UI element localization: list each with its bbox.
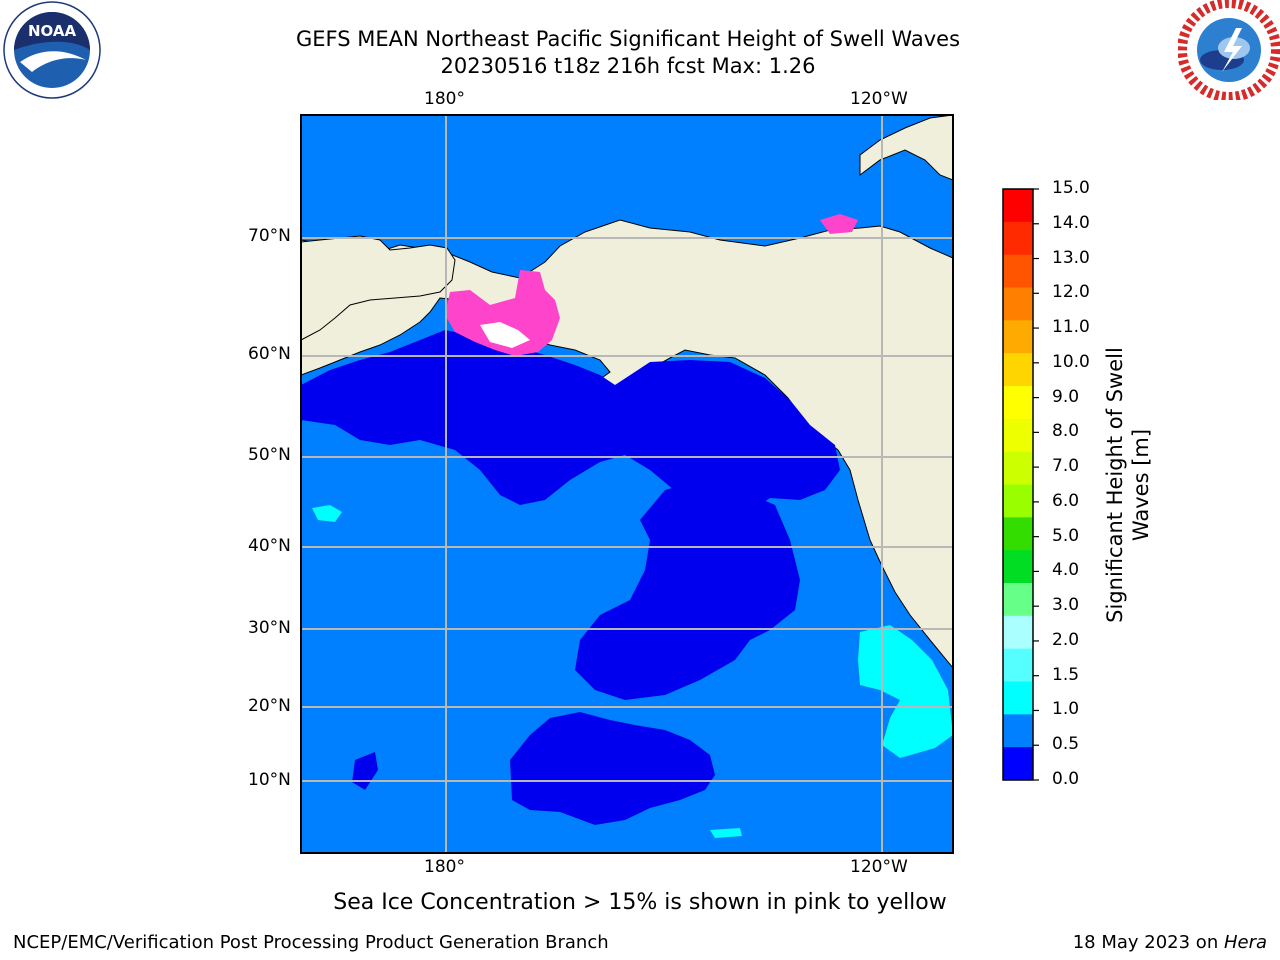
noaa-logo: NOAA (3, 1, 101, 99)
colorbar-segment (1003, 287, 1033, 321)
sea-ice-note: Sea Ice Concentration > 15% is shown in … (333, 890, 947, 915)
colorbar-tick-label: 8.0 (1052, 421, 1080, 442)
colorbar-tick-label: 5.0 (1052, 525, 1080, 546)
lon-label-bottom-120w: 120°W (850, 857, 908, 877)
lon-label-bottom-180: 180° (424, 857, 465, 877)
lat-label-50n: 50°N (248, 445, 291, 465)
colorbar-title: Significant Height of Swell Waves [m] (1103, 347, 1153, 623)
colorbar-segment (1003, 254, 1033, 288)
footer-branch: NCEP/EMC/Verification Post Processing Pr… (13, 932, 609, 953)
lat-label-30n: 30°N (248, 618, 291, 638)
colorbar-segment (1003, 418, 1033, 453)
colorbar-segment (1003, 353, 1033, 387)
lon-label-top-120w: 120°W (850, 89, 908, 109)
sea-ice-bering-core (480, 322, 530, 348)
colorbar-segment (1003, 189, 1033, 223)
colorbar-tick-label: 0.5 (1052, 734, 1080, 755)
colorbar-segment (1003, 484, 1033, 518)
colorbar-frame (1002, 188, 1034, 781)
lon-label-top-180: 180° (424, 89, 465, 109)
lat-label-20n: 20°N (248, 696, 291, 716)
colorbar-tick-label: 7.0 (1052, 456, 1080, 477)
low-swell-south (510, 712, 715, 825)
footer-date: 18 May 2023 on Hera (1073, 932, 1267, 953)
colorbar-tick-label: 11.0 (1052, 317, 1090, 338)
lat-label-40n: 40°N (248, 536, 291, 556)
colorbar-tick-label: 4.0 (1052, 560, 1080, 581)
map-frame (300, 114, 954, 854)
colorbar-tick-label: 0.0 (1052, 769, 1080, 789)
mid-swell-south (710, 828, 742, 838)
lat-label-70n: 70°N (248, 226, 291, 246)
colorbar-tick-label: 3.0 (1052, 595, 1080, 616)
colorbar-tick-label: 2.0 (1052, 629, 1080, 650)
nws-logo (1178, 0, 1280, 100)
sea-ice-arctic (820, 214, 858, 234)
colorbar-segment (1003, 550, 1033, 584)
mid-swell-west (312, 505, 342, 522)
footer-date-text: 18 May 2023 on (1072, 932, 1224, 953)
chart-title: GEFS MEAN Northeast Pacific Significant … (295, 27, 961, 51)
colorbar-tick-label: 13.0 (1052, 247, 1090, 268)
colorbar-segment (1003, 714, 1033, 748)
colorbar-segment (1003, 517, 1033, 551)
colorbar-segment (1003, 386, 1033, 420)
colorbar-tick-label: 12.0 (1052, 282, 1090, 303)
colorbar-tick-label: 10.0 (1052, 351, 1090, 372)
lat-label-60n: 60°N (248, 344, 291, 364)
footer-machine: Hera (1223, 932, 1267, 953)
colorbar-segment (1003, 320, 1033, 354)
low-swell-central (575, 480, 800, 700)
colorbar-tick-label: 15.0 (1052, 178, 1090, 198)
colorbar-segment (1003, 648, 1033, 682)
colorbar-segment (1003, 681, 1033, 715)
lat-label-10n: 10°N (248, 770, 291, 790)
colorbar-tick-label: 14.0 (1052, 212, 1090, 233)
noaa-logo-text: NOAA (28, 22, 77, 40)
colorbar-tick-label: 9.0 (1052, 386, 1080, 407)
map-grid (301, 115, 953, 853)
colorbar-segment (1003, 747, 1033, 781)
sea-ice-bering (445, 270, 560, 356)
colorbar-tick-label: 1.5 (1052, 664, 1080, 685)
colorbar-tick-label: 6.0 (1052, 490, 1080, 511)
arctic-islands (859, 115, 953, 181)
colorbar-segment (1003, 451, 1033, 485)
colorbar-segment (1003, 221, 1033, 256)
colorbar-segment (1003, 583, 1033, 617)
colorbar-tick-label: 1.0 (1052, 699, 1080, 720)
colorbar-segment (1003, 615, 1033, 650)
chart-subtitle: 20230516 t18z 216h fcst Max: 1.26 (440, 54, 816, 78)
